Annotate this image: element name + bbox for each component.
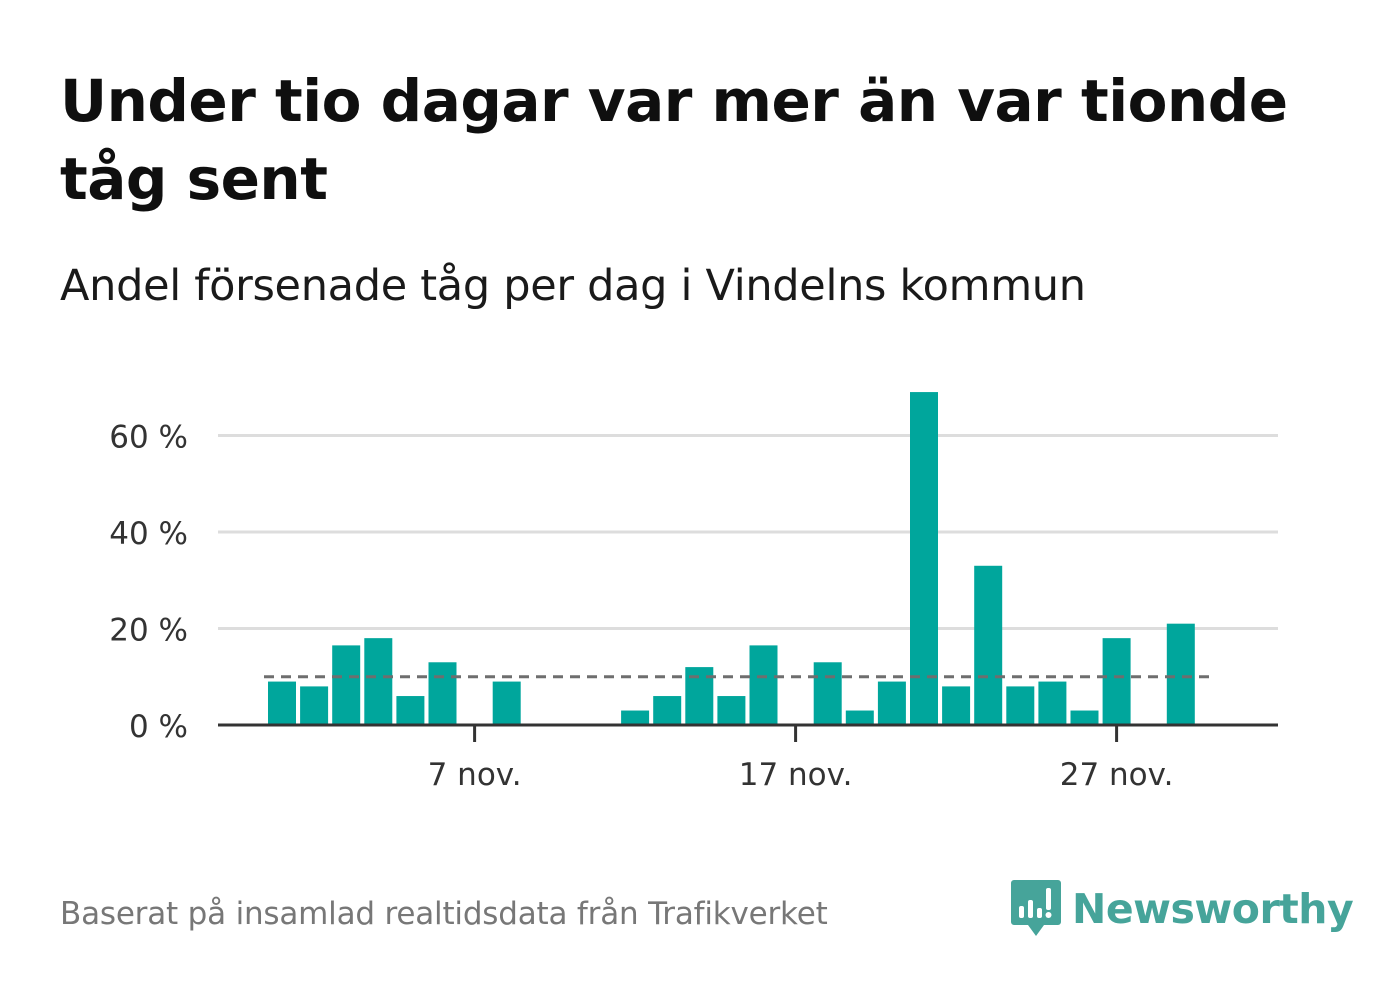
brand-name: Newsworthy: [1072, 885, 1354, 933]
y-tick-label: 20 %: [109, 613, 188, 649]
bar: [1006, 686, 1035, 725]
bar: [877, 681, 906, 725]
source-note: Baserat på insamlad realtidsdata från Tr…: [60, 896, 828, 932]
bar: [653, 696, 682, 725]
tick-labels: 0 % 20 % 40 % 60 % 7 nov. 17 nov. 27 nov.: [109, 420, 1173, 794]
bar: [749, 645, 778, 725]
y-tick-label: 60 %: [109, 420, 188, 456]
chart-subtitle: Andel försenade tåg per dag i Vindelns k…: [60, 261, 1086, 311]
bar: [813, 662, 842, 725]
bar: [300, 686, 329, 725]
bar: [268, 681, 296, 725]
x-axis: [218, 723, 1278, 742]
bar: [492, 681, 521, 725]
bars: [268, 392, 1195, 725]
bar: [942, 686, 971, 725]
brand-logo[interactable]: Newsworthy: [1010, 876, 1354, 942]
bar: [845, 710, 874, 725]
grid-lines: [218, 434, 1278, 630]
bar: [717, 696, 746, 725]
newsworthy-logo-icon: [1011, 880, 1061, 936]
x-tick-label: 17 nov.: [739, 757, 853, 793]
bar: [364, 638, 393, 725]
bar: [332, 645, 361, 725]
y-tick-label: 40 %: [109, 516, 188, 552]
chart-title: Under tio dagar var mer än var tionde tå…: [60, 67, 1288, 213]
bar: [974, 565, 1003, 725]
bar: [1102, 638, 1131, 725]
bar: [1070, 710, 1099, 725]
bar: [428, 662, 457, 725]
x-tick-label: 7 nov.: [428, 757, 522, 793]
bar: [396, 696, 425, 725]
bar: [1166, 623, 1195, 725]
x-tick-label: 27 nov.: [1060, 757, 1174, 793]
y-tick-label: 0 %: [129, 709, 188, 745]
bar: [621, 710, 650, 725]
bar: [1038, 681, 1067, 725]
bar: [910, 392, 938, 725]
